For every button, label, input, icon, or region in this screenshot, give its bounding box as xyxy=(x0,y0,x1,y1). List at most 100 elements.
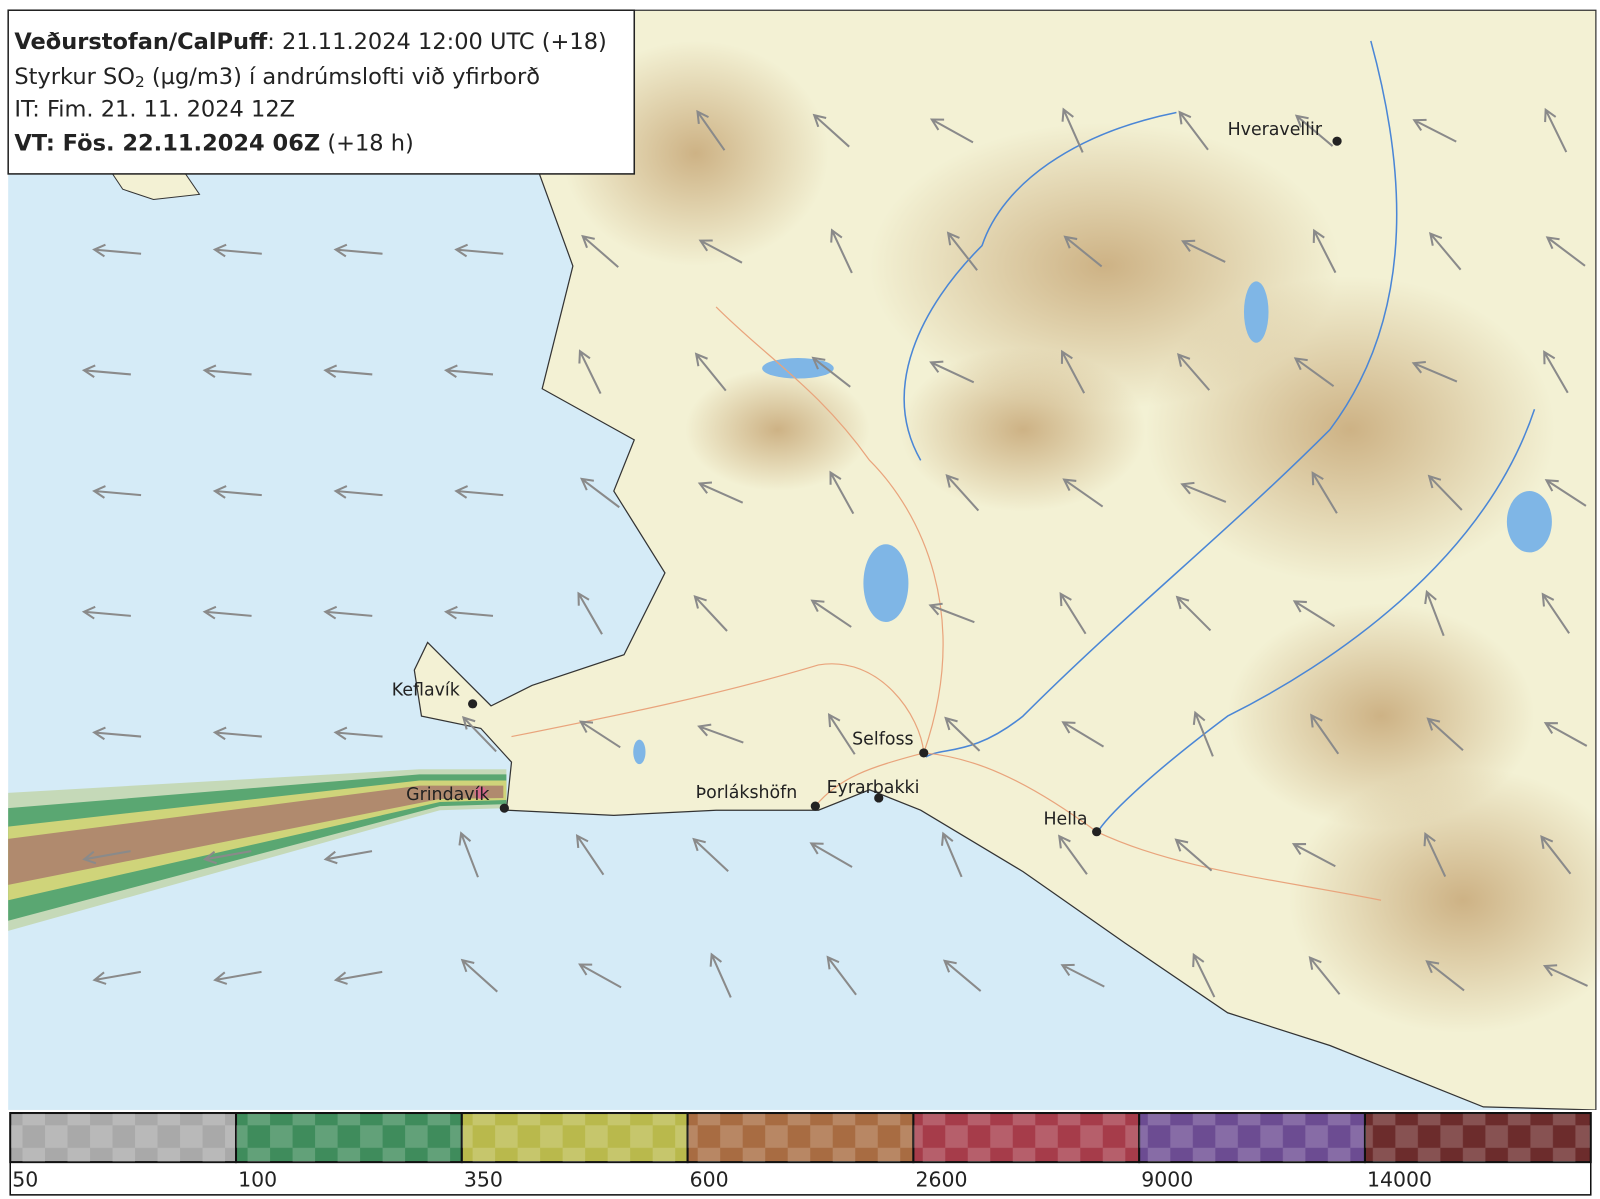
legend-label: 9000 xyxy=(1141,1168,1193,1192)
wind-arrow xyxy=(940,831,963,878)
legend-pattern xyxy=(1139,1113,1365,1163)
wind-arrow xyxy=(1544,107,1568,153)
wind-arrow xyxy=(1174,838,1213,872)
wind-arrow xyxy=(333,485,383,499)
wind-arrow xyxy=(946,231,978,271)
wind-arrow xyxy=(1291,843,1336,868)
place-label: Þorlákshöfn xyxy=(696,783,798,803)
wind-arrow xyxy=(1059,592,1087,635)
wind-arrow xyxy=(212,243,262,258)
wind-arrow xyxy=(577,591,603,635)
info-text: Styrkur SO xyxy=(14,64,135,90)
wind-arrow xyxy=(1177,353,1211,391)
wind-arrow xyxy=(454,485,504,499)
wind-arrow xyxy=(1544,479,1587,507)
wind-arrow xyxy=(580,477,620,509)
wind-arrow xyxy=(333,726,383,741)
place-dot xyxy=(919,748,929,758)
rivers xyxy=(903,40,1536,835)
wind-arrow xyxy=(1543,350,1569,394)
legend-label: 14000 xyxy=(1367,1168,1432,1192)
wind-arrow xyxy=(202,364,252,378)
wind-arrow xyxy=(460,958,498,993)
wind-arrow xyxy=(812,113,850,148)
wind-arrow xyxy=(709,952,732,998)
wind-arrow xyxy=(581,234,619,268)
wind-arrow xyxy=(1181,239,1226,263)
wind-arrow xyxy=(1425,960,1465,992)
info-text: 2 xyxy=(135,73,145,91)
wind-arrow xyxy=(1061,721,1105,748)
wind-arrow xyxy=(454,243,504,258)
wind-arrow xyxy=(333,243,383,258)
wind-arrow xyxy=(928,602,975,624)
wind-arrow xyxy=(1310,713,1340,755)
wind-arrow xyxy=(202,850,252,865)
wind-arrow xyxy=(1412,118,1457,143)
wind-arrow xyxy=(811,356,851,388)
wind-arrow xyxy=(1060,963,1105,988)
wind-arrow xyxy=(323,605,373,620)
wind-arrow xyxy=(578,720,621,749)
wind-arrow xyxy=(829,470,855,515)
wind-arrow xyxy=(1424,589,1445,637)
place-label: Grindavík xyxy=(406,785,490,805)
wind-arrow xyxy=(1543,722,1588,747)
place-dot xyxy=(1092,827,1102,837)
wind-arrow xyxy=(697,723,744,744)
wind-arrow xyxy=(202,605,252,620)
wind-arrow xyxy=(92,970,141,985)
wind-arrow xyxy=(1312,228,1337,274)
wind-arrow xyxy=(945,474,980,512)
wind-arrow xyxy=(1192,710,1214,757)
info-text: (µg/m3) í andrúmslofti við yfirborð xyxy=(145,64,540,90)
legend: 50 100 350 600 2600 9000 14000 xyxy=(9,1112,1592,1196)
info-text: : 21.11.2024 12:00 UTC (+18) xyxy=(267,29,607,55)
wind-arrow xyxy=(1063,235,1103,268)
wind-arrow xyxy=(697,481,744,504)
wind-arrow xyxy=(810,599,852,628)
wind-arrow xyxy=(942,959,982,992)
info-text: IT: Fim. 21. 11. 2024 12Z xyxy=(14,97,295,123)
legend-pattern xyxy=(913,1113,1140,1163)
so2-plume xyxy=(8,769,507,931)
info-text: Veðurstofan/CalPuff xyxy=(14,29,268,55)
wind-arrow xyxy=(698,239,743,264)
place-dot xyxy=(1332,136,1342,146)
legend-label: 100 xyxy=(238,1168,277,1192)
info-text: VT: Fös. 22.11.2024 06Z xyxy=(14,130,320,156)
info-box xyxy=(7,9,636,175)
wind-arrow xyxy=(1423,831,1447,877)
info-line: Styrkur SO2 (µg/m3) í andrúmslofti við y… xyxy=(14,64,540,91)
wind-arrow xyxy=(696,109,726,151)
place-label: Selfoss xyxy=(852,730,913,750)
place-dot xyxy=(468,699,478,709)
wind-arrow xyxy=(694,352,727,392)
info-line: Veðurstofan/CalPuff: 21.11.2024 12:00 UT… xyxy=(14,29,606,55)
legend-pattern xyxy=(1364,1113,1591,1163)
wind-arrow xyxy=(92,485,142,499)
wind-arrow xyxy=(809,842,853,868)
wind-arrow xyxy=(929,118,974,144)
wind-arrow xyxy=(578,963,622,989)
wind-arrow xyxy=(693,595,728,632)
wind-arrow xyxy=(944,716,981,752)
legend-label: 350 xyxy=(464,1168,503,1192)
wind-arrow xyxy=(1542,964,1588,987)
place-dot xyxy=(874,793,884,803)
wind-arrow xyxy=(92,243,142,258)
wind-arrow xyxy=(1060,349,1086,394)
wind-arrow xyxy=(1429,231,1462,271)
wind-arrow xyxy=(1058,834,1088,875)
lakes xyxy=(633,281,1552,765)
wind-arrows xyxy=(81,107,1588,998)
wind-arrow xyxy=(1293,357,1335,388)
wind-arrow xyxy=(929,360,975,384)
wind-arrow xyxy=(213,970,262,985)
legend-label: 50 xyxy=(12,1168,38,1192)
wind-arrow xyxy=(443,605,494,620)
place-label: Keflavík xyxy=(392,681,461,701)
info-text: (+18 h) xyxy=(320,130,414,156)
wind-arrow xyxy=(830,228,853,274)
place-label: Hveravellir xyxy=(1228,120,1323,140)
